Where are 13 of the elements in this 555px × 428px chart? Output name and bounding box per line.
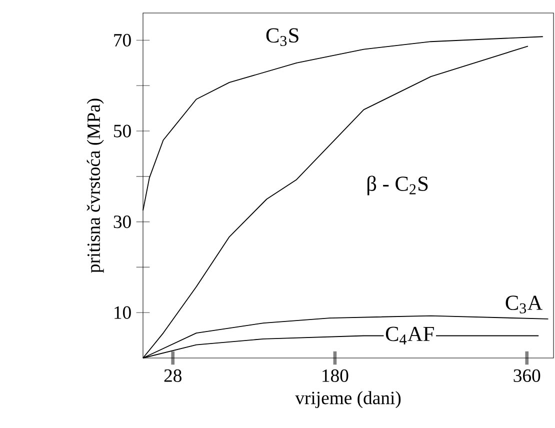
x-tick-label: 360	[514, 369, 540, 382]
x-axis-title: vrijeme (dani)	[295, 391, 401, 408]
series-label: C$_{3}$A	[506, 296, 543, 314]
series-label: C$_{3}$S	[266, 28, 298, 46]
y-tick-label: 10	[114, 306, 131, 319]
series-label: C$_{4}$AF	[386, 326, 434, 344]
y-axis-title: pritisna čvrstoća (MPa)	[86, 98, 104, 273]
y-tick-label: 70	[114, 34, 131, 47]
x-tick-label: 180	[322, 369, 348, 382]
x-tick-label: 28	[164, 369, 182, 382]
y-tick-label: 50	[114, 124, 131, 138]
y-tick-label: 30	[114, 216, 131, 228]
text: β - C$_{2}$S	[367, 176, 428, 196]
